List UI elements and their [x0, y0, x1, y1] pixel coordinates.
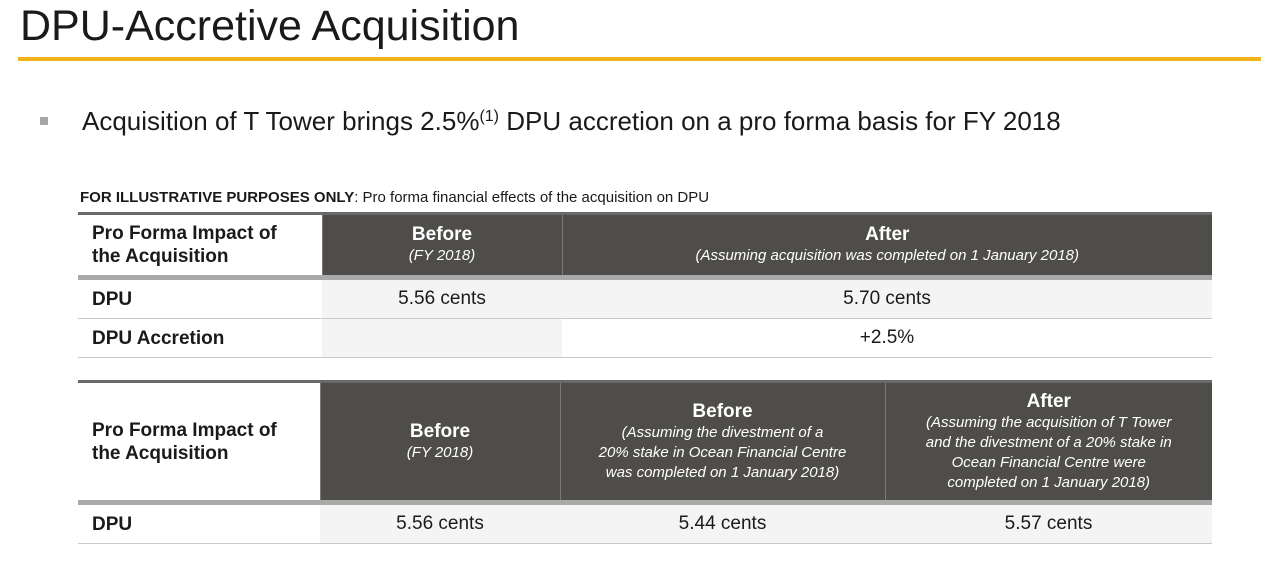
table-row: DPU Accretion +2.5% — [78, 318, 1212, 358]
table2-col-before-title: Before — [409, 420, 471, 442]
table2-dpu-after: 5.57 cents — [885, 502, 1212, 544]
slide-title: DPU-Accretive Acquisition — [20, 2, 520, 50]
table1-col-after: After (Assuming acquisition was complete… — [561, 212, 1212, 280]
table1-col-after-title: After — [865, 224, 910, 245]
table2-dpu-before: 5.56 cents — [320, 502, 560, 544]
table-caption: FOR ILLUSTRATIVE PURPOSES ONLY: Pro form… — [80, 189, 709, 206]
table2-col-after-sub-3: Ocean Financial Centre were — [951, 453, 1146, 471]
title-accent-rule — [18, 57, 1261, 61]
caption-rest: : Pro forma financial effects of the acq… — [354, 189, 710, 206]
table1-dpu-before: 5.56 cents — [322, 277, 562, 319]
table2-col-before-divest-sub-2: 20% stake in Ocean Financial Centre — [598, 443, 847, 461]
table2-col-before-divest-title: Before — [692, 400, 753, 422]
table1-row-label-dpu: DPU — [78, 277, 322, 319]
table2-col-after-sub-2: and the divestment of a 20% stake in — [925, 433, 1172, 451]
table2-row-header-line2: the Acquisition — [92, 442, 229, 464]
footnote-ref: (1) — [479, 108, 500, 125]
table2-row-label-dpu: DPU — [78, 502, 320, 544]
bullet-text-tail: DPU accretion on a pro forma basis for F… — [499, 106, 1061, 136]
table2-col-after-sub-4: completed on 1 January 2018) — [947, 473, 1151, 491]
table1-col-before: Before (FY 2018) — [321, 212, 562, 280]
table2-col-after-title: After — [1026, 390, 1071, 412]
table1-row-label-accretion: DPU Accretion — [78, 318, 322, 358]
table2-col-after: After (Assuming the acquisition of T Tow… — [884, 380, 1212, 505]
table2-col-before-divest-sub-1: (Assuming the divestment of a — [621, 423, 824, 441]
bullet-text: Acquisition of T Tower brings 2.5%(1) DP… — [82, 106, 1061, 137]
bullet-text-main: Acquisition of T Tower brings 2.5% — [82, 106, 480, 136]
table1-col-before-title: Before — [411, 224, 473, 245]
pro-forma-table-2: Pro Forma Impact of the Acquisition Befo… — [78, 380, 1212, 544]
table1-row-header-line2: the Acquisition — [92, 246, 229, 267]
table2-col-before-divest: Before (Assuming the divestment of a 20%… — [559, 380, 885, 505]
table2-col-before: Before (FY 2018) — [319, 380, 560, 505]
bullet-square-icon — [40, 117, 48, 125]
table1-accretion-before — [322, 318, 562, 358]
table2-row-header-line1: Pro Forma Impact of — [92, 419, 277, 441]
table1-col-after-sub: (Assuming acquisition was completed on 1… — [695, 247, 1080, 264]
table1-dpu-after: 5.70 cents — [562, 277, 1212, 319]
table2-dpu-before-divest: 5.44 cents — [560, 502, 885, 544]
table2-col-before-sub: (FY 2018) — [406, 443, 474, 461]
table-row: DPU 5.56 cents 5.70 cents — [78, 277, 1212, 319]
table2-col-after-sub-1: (Assuming the acquisition of T Tower — [926, 413, 1172, 431]
caption-bold: FOR ILLUSTRATIVE PURPOSES ONLY — [80, 189, 355, 206]
table1-row-header-line1: Pro Forma Impact of — [92, 223, 277, 244]
table-row: DPU 5.56 cents 5.44 cents 5.57 cents — [78, 502, 1212, 544]
table1-accretion-after: +2.5% — [562, 318, 1212, 358]
table1-row-header: Pro Forma Impact of the Acquisition — [78, 212, 322, 280]
table2-col-before-divest-sub-3: was completed on 1 January 2018) — [605, 463, 840, 481]
table2-row-header: Pro Forma Impact of the Acquisition — [78, 380, 320, 505]
table1-col-before-sub: (FY 2018) — [408, 247, 476, 264]
pro-forma-table-1: Pro Forma Impact of the Acquisition Befo… — [78, 212, 1212, 358]
